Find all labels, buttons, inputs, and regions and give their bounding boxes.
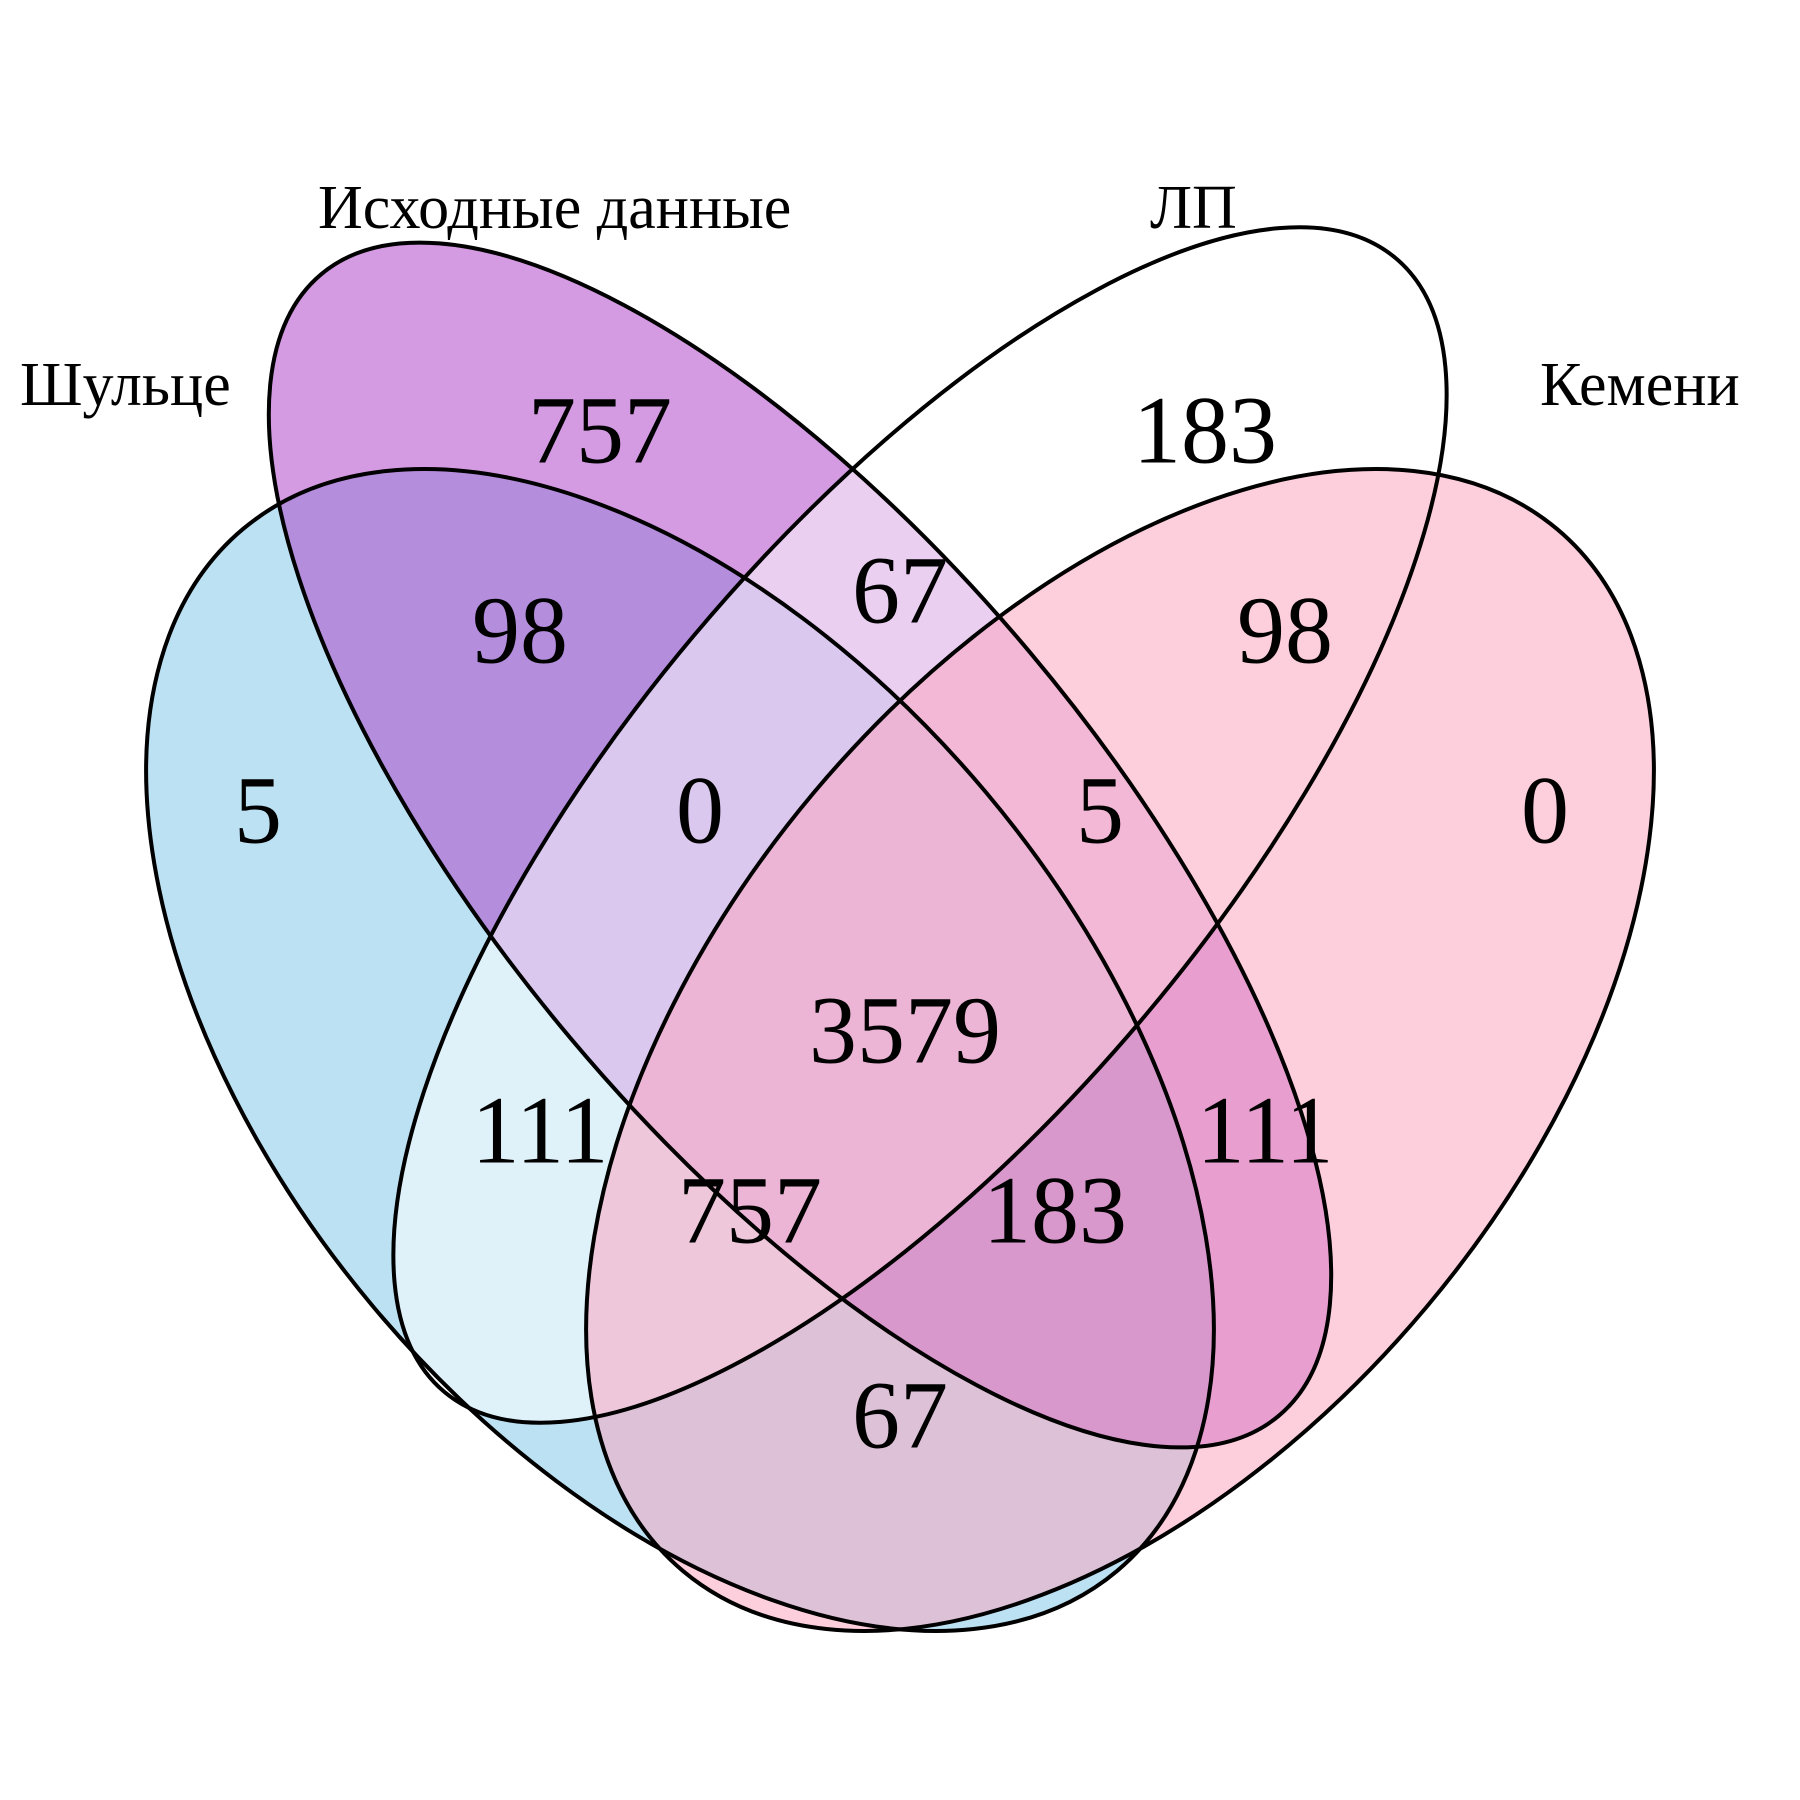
set-label-schulze: Шульце [20,351,231,419]
set-label-lp: ЛП [1150,174,1237,242]
count-lp-kemeny: 98 [1237,577,1333,684]
count-schulze-kemeny: 67 [852,1362,948,1469]
kemeny-set-outline [584,467,1656,1633]
count-schulze-only: 5 [234,757,282,864]
count-schulze-source-kemeny: 183 [983,1157,1127,1264]
count-kemeny-only: 0 [1521,757,1569,864]
set-fills [146,227,1654,1631]
set-outlines [144,225,1656,1633]
count-source-lp: 67 [852,537,948,644]
set-label-kemeny: Кемени [1540,351,1740,419]
source-set-outline [266,240,1334,1450]
count-all-four: 3579 [809,977,1001,1084]
count-schulze-source-lp: 0 [676,757,724,864]
schulze-set-outline [144,467,1216,1633]
count-source-kemeny: 111 [1197,1077,1334,1184]
count-lp-only: 183 [1133,377,1277,484]
count-source-lp-kemeny: 5 [1076,757,1124,864]
region-counts: 5 757 183 0 98 67 98 0 5 3579 111 111 75… [234,377,1569,1469]
kemeny-set-fill [586,469,1654,1631]
count-source-only: 757 [528,377,672,484]
count-schulze-source: 98 [472,577,568,684]
set-labels: Шульце Исходные данные ЛП Кемени [20,174,1740,419]
set-label-source: Исходные данные [318,174,791,242]
count-schulze-lp-kemeny: 757 [678,1157,822,1264]
lp-set-outline [391,225,1449,1425]
count-schulze-lp: 111 [472,1077,609,1184]
